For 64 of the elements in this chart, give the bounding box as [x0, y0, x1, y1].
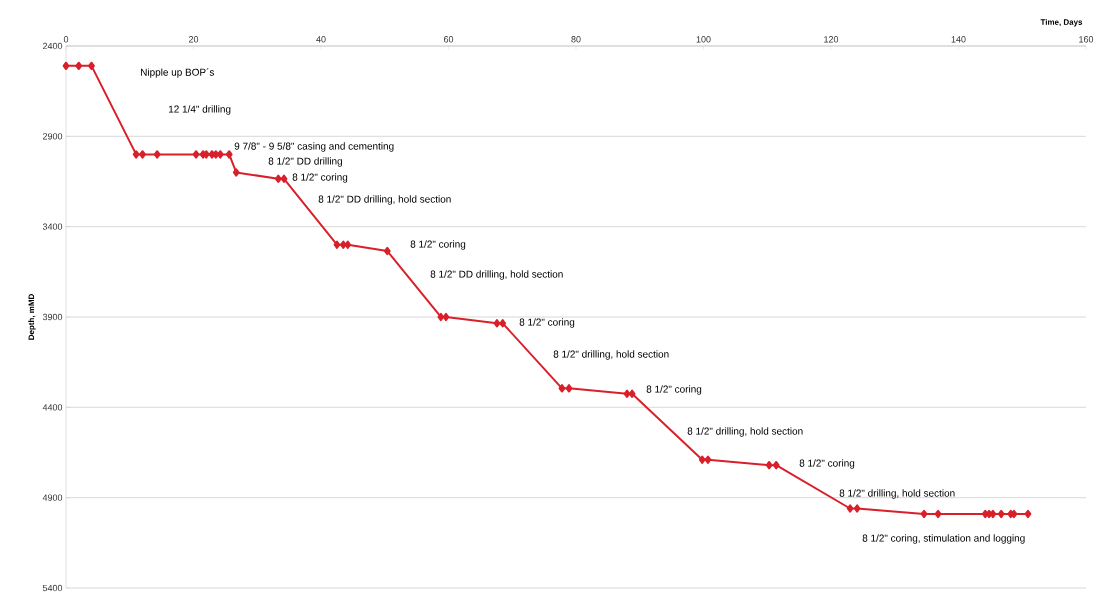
- point: [499, 319, 507, 328]
- y-tick-label: 4900: [42, 494, 63, 501]
- point: [493, 319, 501, 328]
- point: [558, 384, 566, 393]
- point: [62, 61, 70, 71]
- annotation: Nipple up BOP´s: [141, 68, 215, 78]
- x-tick-label: 60: [443, 36, 454, 43]
- point: [846, 504, 854, 513]
- point: [698, 455, 706, 464]
- annotation: 8 1/2" coring, stimulation and logging: [862, 534, 1025, 544]
- point: [153, 150, 161, 159]
- annotation: 8 1/2" DD drilling: [268, 157, 342, 167]
- annotation: 8 1/2" coring: [646, 385, 702, 395]
- point: [132, 150, 140, 159]
- point: [232, 168, 240, 177]
- annotation: 8 1/2" coring: [519, 318, 575, 328]
- y-tick-label: 5400: [42, 584, 63, 592]
- y-tick-label: 3400: [42, 223, 63, 230]
- x-tick-label: 160: [1079, 36, 1094, 43]
- x-tick-label: 40: [316, 36, 326, 43]
- annotation: 8 1/2" coring: [410, 240, 466, 250]
- annotation: 8 1/2" coring: [292, 173, 348, 183]
- annotation: 9 7/8" - 9 5/8" casing and cementing: [234, 142, 394, 152]
- point: [765, 460, 773, 470]
- point: [339, 240, 347, 249]
- point: [225, 150, 233, 159]
- x-tick-label: 80: [571, 36, 581, 43]
- x-tick-label: 100: [696, 36, 711, 43]
- point: [280, 174, 288, 183]
- annotation: 12 1/4" drilling: [168, 105, 231, 115]
- point: [704, 455, 712, 464]
- point: [437, 312, 445, 322]
- x-tick-label: 20: [188, 36, 199, 43]
- x-tick-label: 0: [63, 36, 69, 43]
- annotation: 8 1/2" DD drilling, hold section: [318, 195, 451, 205]
- annotation: 8 1/2" coring: [799, 459, 855, 469]
- point: [934, 509, 942, 519]
- point: [88, 61, 95, 71]
- x-tick-label: 120: [824, 36, 839, 43]
- point: [333, 240, 341, 249]
- point: [442, 312, 450, 322]
- point: [920, 509, 928, 519]
- point: [565, 384, 573, 393]
- y-tick-label: 3900: [42, 313, 63, 321]
- y-tick-label: 2900: [43, 133, 63, 140]
- point: [1024, 509, 1032, 519]
- point: [772, 460, 780, 470]
- point: [997, 509, 1005, 519]
- annotation: 8 1/2" DD drilling, hold section: [430, 270, 563, 280]
- point: [344, 240, 352, 249]
- point: [853, 504, 861, 513]
- annotation: 8 1/2" drilling, hold section: [687, 427, 803, 437]
- x-tick-label: 140: [951, 36, 966, 43]
- point: [628, 389, 636, 398]
- point: [192, 150, 200, 159]
- y-tick-label: 4400: [42, 404, 63, 411]
- point: [139, 150, 146, 159]
- point: [383, 246, 391, 256]
- point: [75, 61, 83, 71]
- point: [623, 389, 631, 398]
- annotation: 8 1/2" drilling, hold section: [553, 350, 669, 360]
- annotation: 8 1/2" drilling, hold section: [839, 489, 955, 499]
- y-tick-label: 2400: [43, 42, 63, 50]
- point: [274, 174, 282, 183]
